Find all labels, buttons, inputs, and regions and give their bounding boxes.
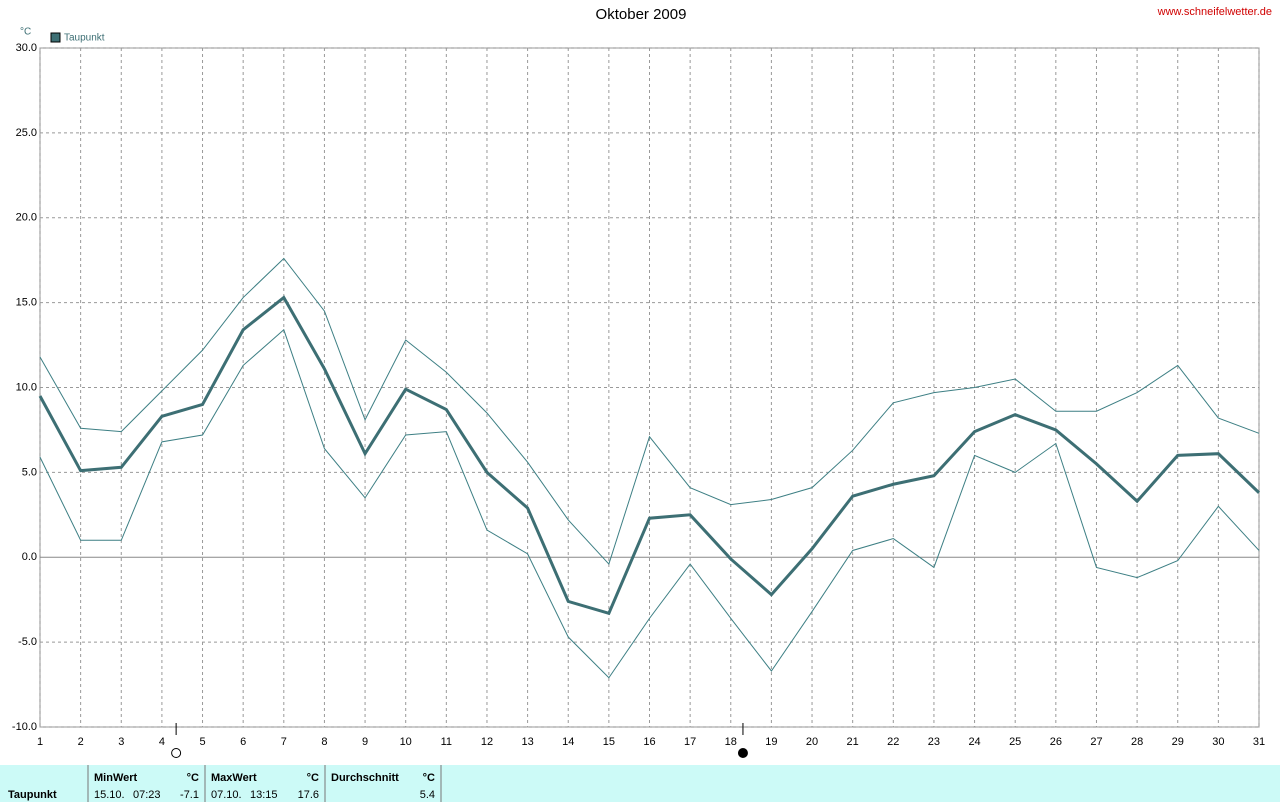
column-unit: °C [307, 772, 319, 784]
x-tick-label: 16 [643, 736, 655, 748]
source: www.schneifelwetter.de [1157, 6, 1272, 18]
line [38, 295, 1261, 616]
value: 5.4 [420, 789, 435, 801]
y-tick-label: 5.0 [22, 466, 37, 478]
column-unit: °C [423, 772, 435, 784]
x-tick-label: 22 [887, 736, 899, 748]
chart-title: Oktober 2009 [596, 6, 687, 23]
column-header: Durchschnitt [331, 772, 399, 784]
x-tick-label: 12 [481, 736, 493, 748]
x-tick-label: 5 [199, 736, 205, 748]
time: 13:15 [250, 789, 278, 801]
x-tick-label: 13 [521, 736, 533, 748]
legend-swatch [50, 32, 61, 43]
x-tick-label: 21 [847, 736, 859, 748]
x-tick-label: 23 [928, 736, 940, 748]
x-tick-label: 20 [806, 736, 818, 748]
column-unit: °C [187, 772, 199, 784]
column-header: MaxWert [211, 772, 257, 784]
x-tick-label: 6 [240, 736, 246, 748]
y-tick-label: 20.0 [16, 212, 37, 224]
y-tick-label: 0.0 [22, 551, 37, 563]
line [39, 257, 1260, 566]
value: -7.1 [180, 789, 199, 801]
moon-marker [171, 748, 182, 758]
line [39, 328, 1260, 679]
x-tick-label: 29 [1172, 736, 1184, 748]
summary-bg [0, 765, 1280, 802]
x-tick-label: 18 [725, 736, 737, 748]
time: 07:23 [133, 789, 161, 801]
x-tick-label: 7 [281, 736, 287, 748]
legend-label: Taupunkt [64, 33, 105, 44]
x-tick-label: 25 [1009, 736, 1021, 748]
date: 15.10. [94, 789, 125, 801]
x-tick-label: 3 [118, 736, 124, 748]
x-tick-label: 30 [1212, 736, 1224, 748]
y-tick-label: 10.0 [16, 381, 37, 393]
x-tick-label: 26 [1050, 736, 1062, 748]
date: 07.10. [211, 789, 242, 801]
y-tick-label: 25.0 [16, 127, 37, 139]
x-tick-label: 11 [441, 736, 452, 748]
x-tick-label: 9 [362, 736, 368, 748]
x-tick-label: 8 [321, 736, 327, 748]
x-tick-label: 17 [684, 736, 696, 748]
y-unit: °C [20, 27, 31, 38]
x-tick-label: 15 [603, 736, 615, 748]
x-tick-label: 10 [400, 736, 412, 748]
y-tick-label: 30.0 [16, 42, 37, 54]
x-tick-label: 24 [968, 736, 980, 748]
summary-label: Taupunkt [8, 789, 57, 801]
y-tick-label: -10.0 [12, 721, 37, 733]
x-tick-label: 4 [159, 736, 165, 748]
moon-marker [737, 748, 748, 758]
x-tick-label: 27 [1090, 736, 1102, 748]
x-tick-label: 31 [1253, 736, 1265, 748]
x-tick-label: 2 [78, 736, 84, 748]
x-tick-label: 28 [1131, 736, 1143, 748]
x-tick-label: 19 [765, 736, 777, 748]
value: 17.6 [298, 789, 319, 801]
y-tick-label: 15.0 [16, 297, 37, 309]
y-tick-label: -5.0 [18, 636, 37, 648]
column-header: MinWert [94, 772, 138, 784]
x-tick-label: 14 [562, 736, 574, 748]
x-tick-label: 1 [37, 736, 43, 748]
